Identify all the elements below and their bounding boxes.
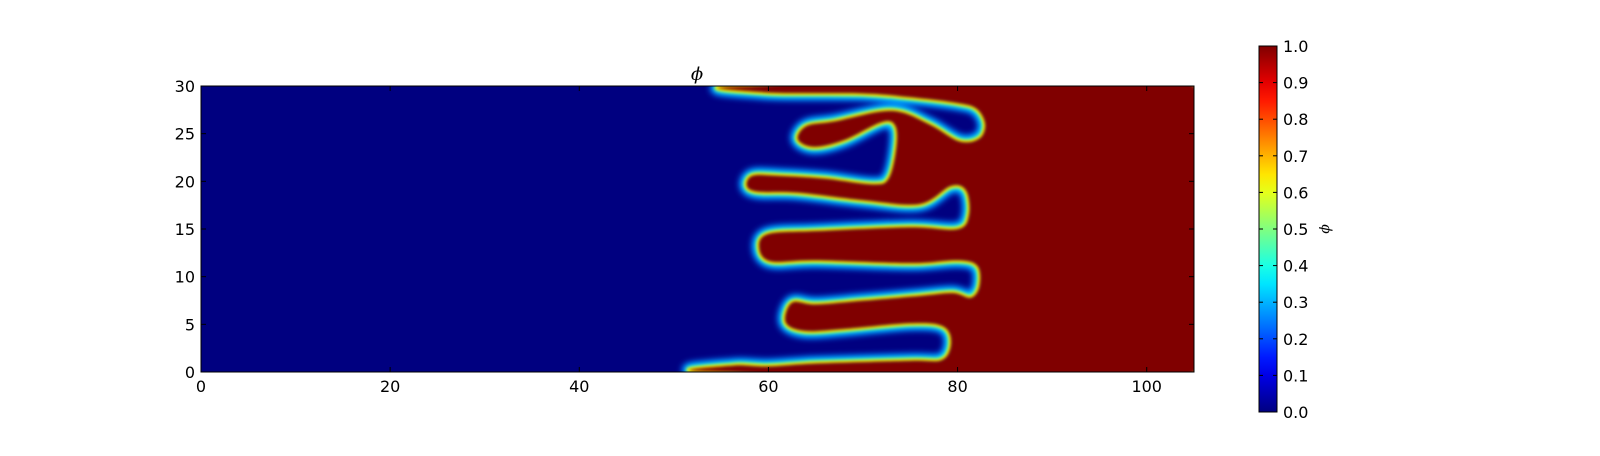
colorbar-tick-label: 0.5 bbox=[1283, 220, 1308, 239]
y-tick-label: 15 bbox=[175, 220, 195, 239]
colorbar-tick-label: 0.1 bbox=[1283, 366, 1308, 385]
x-tick-label: 80 bbox=[947, 377, 967, 396]
colorbar-tick-label: 0.4 bbox=[1283, 257, 1308, 276]
y-tick-label: 20 bbox=[175, 172, 195, 191]
y-tick-label: 0 bbox=[185, 363, 195, 382]
chart-title: ϕ bbox=[691, 64, 703, 85]
colorbar-tick-label: 0.2 bbox=[1283, 330, 1308, 349]
red-region bbox=[688, 86, 1194, 372]
colorbar: 0.0 0.1 0.2 0.3 0.4 0.5 0.6 0.7 0.8 0.9 1.0 ϕ bbox=[1258, 37, 1334, 422]
colorbar-tick-label: 1.0 bbox=[1283, 37, 1308, 56]
colorbar-tick-label: 0.3 bbox=[1283, 293, 1308, 312]
x-tick-label: 0 bbox=[196, 377, 206, 396]
x-axis: 0 20 40 60 80 100 bbox=[196, 86, 1162, 396]
y-tick-label: 5 bbox=[185, 315, 195, 334]
colorbar-tick-label: 0.9 bbox=[1283, 74, 1308, 93]
colorbar-tick-label: 0.7 bbox=[1283, 147, 1308, 166]
interface-band-yellow bbox=[686, 86, 1194, 372]
x-tick-label: 40 bbox=[569, 377, 589, 396]
y-tick-label: 25 bbox=[175, 125, 195, 144]
colorbar-tick-label: 0.0 bbox=[1283, 403, 1308, 422]
colorbar-tick-label: 0.6 bbox=[1283, 183, 1308, 202]
x-tick-label: 20 bbox=[380, 377, 400, 396]
y-tick-label: 30 bbox=[175, 77, 195, 96]
x-tick-label: 60 bbox=[758, 377, 778, 396]
heatmap bbox=[201, 86, 1194, 372]
colorbar-tick-label: 0.8 bbox=[1283, 110, 1308, 129]
x-tick-label: 100 bbox=[1131, 377, 1162, 396]
colorbar-ticks: 0.0 0.1 0.2 0.3 0.4 0.5 0.6 0.7 0.8 0.9 1.0 bbox=[1259, 37, 1308, 422]
y-tick-label: 10 bbox=[175, 268, 195, 287]
colorbar-label: ϕ bbox=[1318, 224, 1334, 234]
y-axis: 0 5 10 15 20 25 30 bbox=[175, 77, 1194, 382]
